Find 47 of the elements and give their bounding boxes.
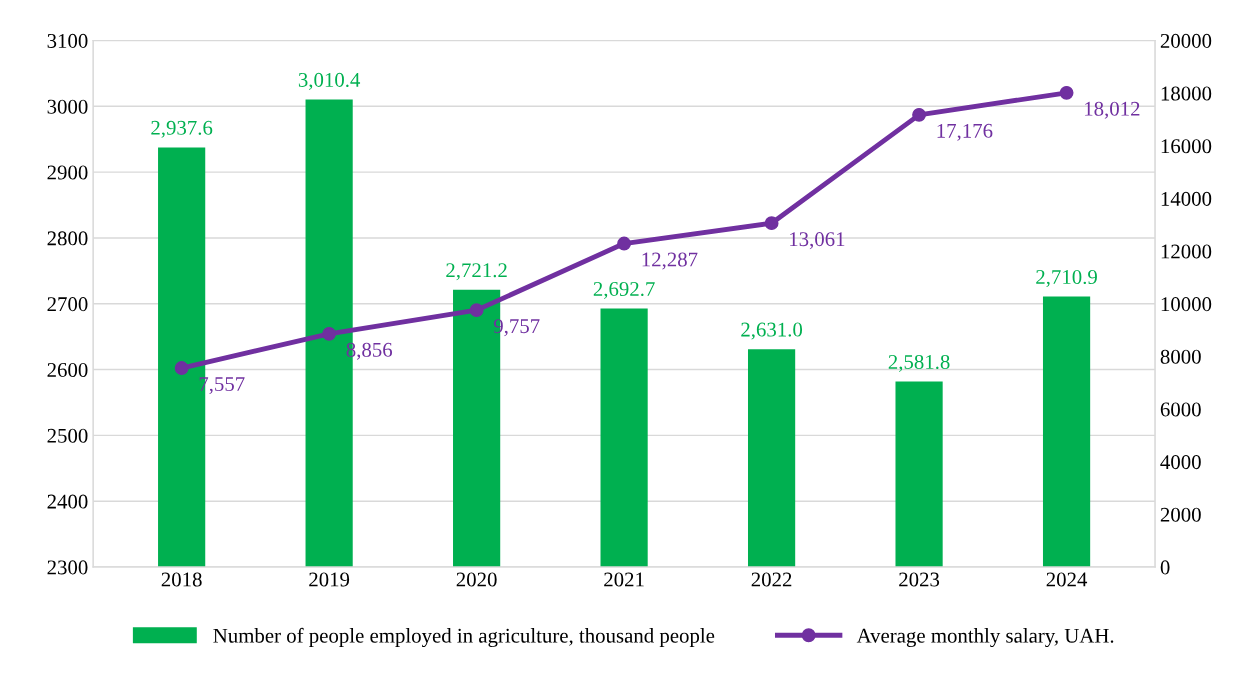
y-tick-label: 2300 xyxy=(47,560,88,575)
point xyxy=(764,216,779,231)
data-label: 2,581.8 xyxy=(888,354,950,372)
y-tick-label: 2600 xyxy=(47,362,88,377)
y2-tick-label: 20000 xyxy=(1160,33,1212,48)
x-tick-label: 2018 xyxy=(161,572,202,587)
y2-tick-label: 12000 xyxy=(1161,244,1212,259)
data-label: 18,012 xyxy=(1085,101,1140,119)
data-label: 17,176 xyxy=(937,123,993,141)
x-tick-label: 2022 xyxy=(751,572,792,587)
data-label: 2,692.7 xyxy=(593,281,655,299)
data-label: 2,710.9 xyxy=(1036,269,1097,288)
y2-tick-label: 18000 xyxy=(1161,86,1212,101)
data-label: 2,631.0 xyxy=(741,322,803,340)
data-label: 12,287 xyxy=(642,252,698,270)
y-tick-label: 2700 xyxy=(47,297,88,312)
y-tick-label: 2800 xyxy=(47,231,88,246)
x-tick-label: 2021 xyxy=(604,572,644,587)
x-tick-label: 2020 xyxy=(456,572,497,587)
y2-tick-label: 0 xyxy=(1160,560,1170,575)
y2-tick-label: 16000 xyxy=(1161,139,1212,154)
point xyxy=(469,303,484,318)
x-tick-label: 2019 xyxy=(309,572,350,587)
y-tick-label: 3100 xyxy=(47,33,88,48)
y2-tick-label: 6000 xyxy=(1160,402,1201,417)
point xyxy=(1059,85,1074,100)
y-tick-label: 2500 xyxy=(47,428,88,443)
y-tick-label: 2400 xyxy=(47,494,88,509)
legend-label: Average monthly salary, UAH. xyxy=(856,628,1114,648)
y-tick-label: 3000 xyxy=(47,99,88,114)
y2-tick-label: 14000 xyxy=(1161,191,1212,206)
data-label: 2,721.2 xyxy=(446,263,507,281)
y-tick-label: 2900 xyxy=(47,165,88,180)
y2-tick-label: 10000 xyxy=(1161,297,1212,312)
data-label: 3,010.4 xyxy=(298,72,361,90)
point xyxy=(322,326,337,341)
x-tick-label: 2023 xyxy=(899,572,940,587)
point xyxy=(617,236,632,251)
data-label: 2,937.6 xyxy=(151,120,213,138)
legend-label: Number of people employed in agriculture, thousand people xyxy=(213,627,715,648)
point xyxy=(912,107,927,122)
data-label: 13,061 xyxy=(790,232,845,250)
y2-tick-label: 2000 xyxy=(1160,507,1201,522)
point xyxy=(174,361,189,376)
x-tick-label: 2024 xyxy=(1046,572,1088,587)
y2-tick-label: 4000 xyxy=(1160,455,1201,470)
y2-tick-label: 8000 xyxy=(1160,349,1201,364)
